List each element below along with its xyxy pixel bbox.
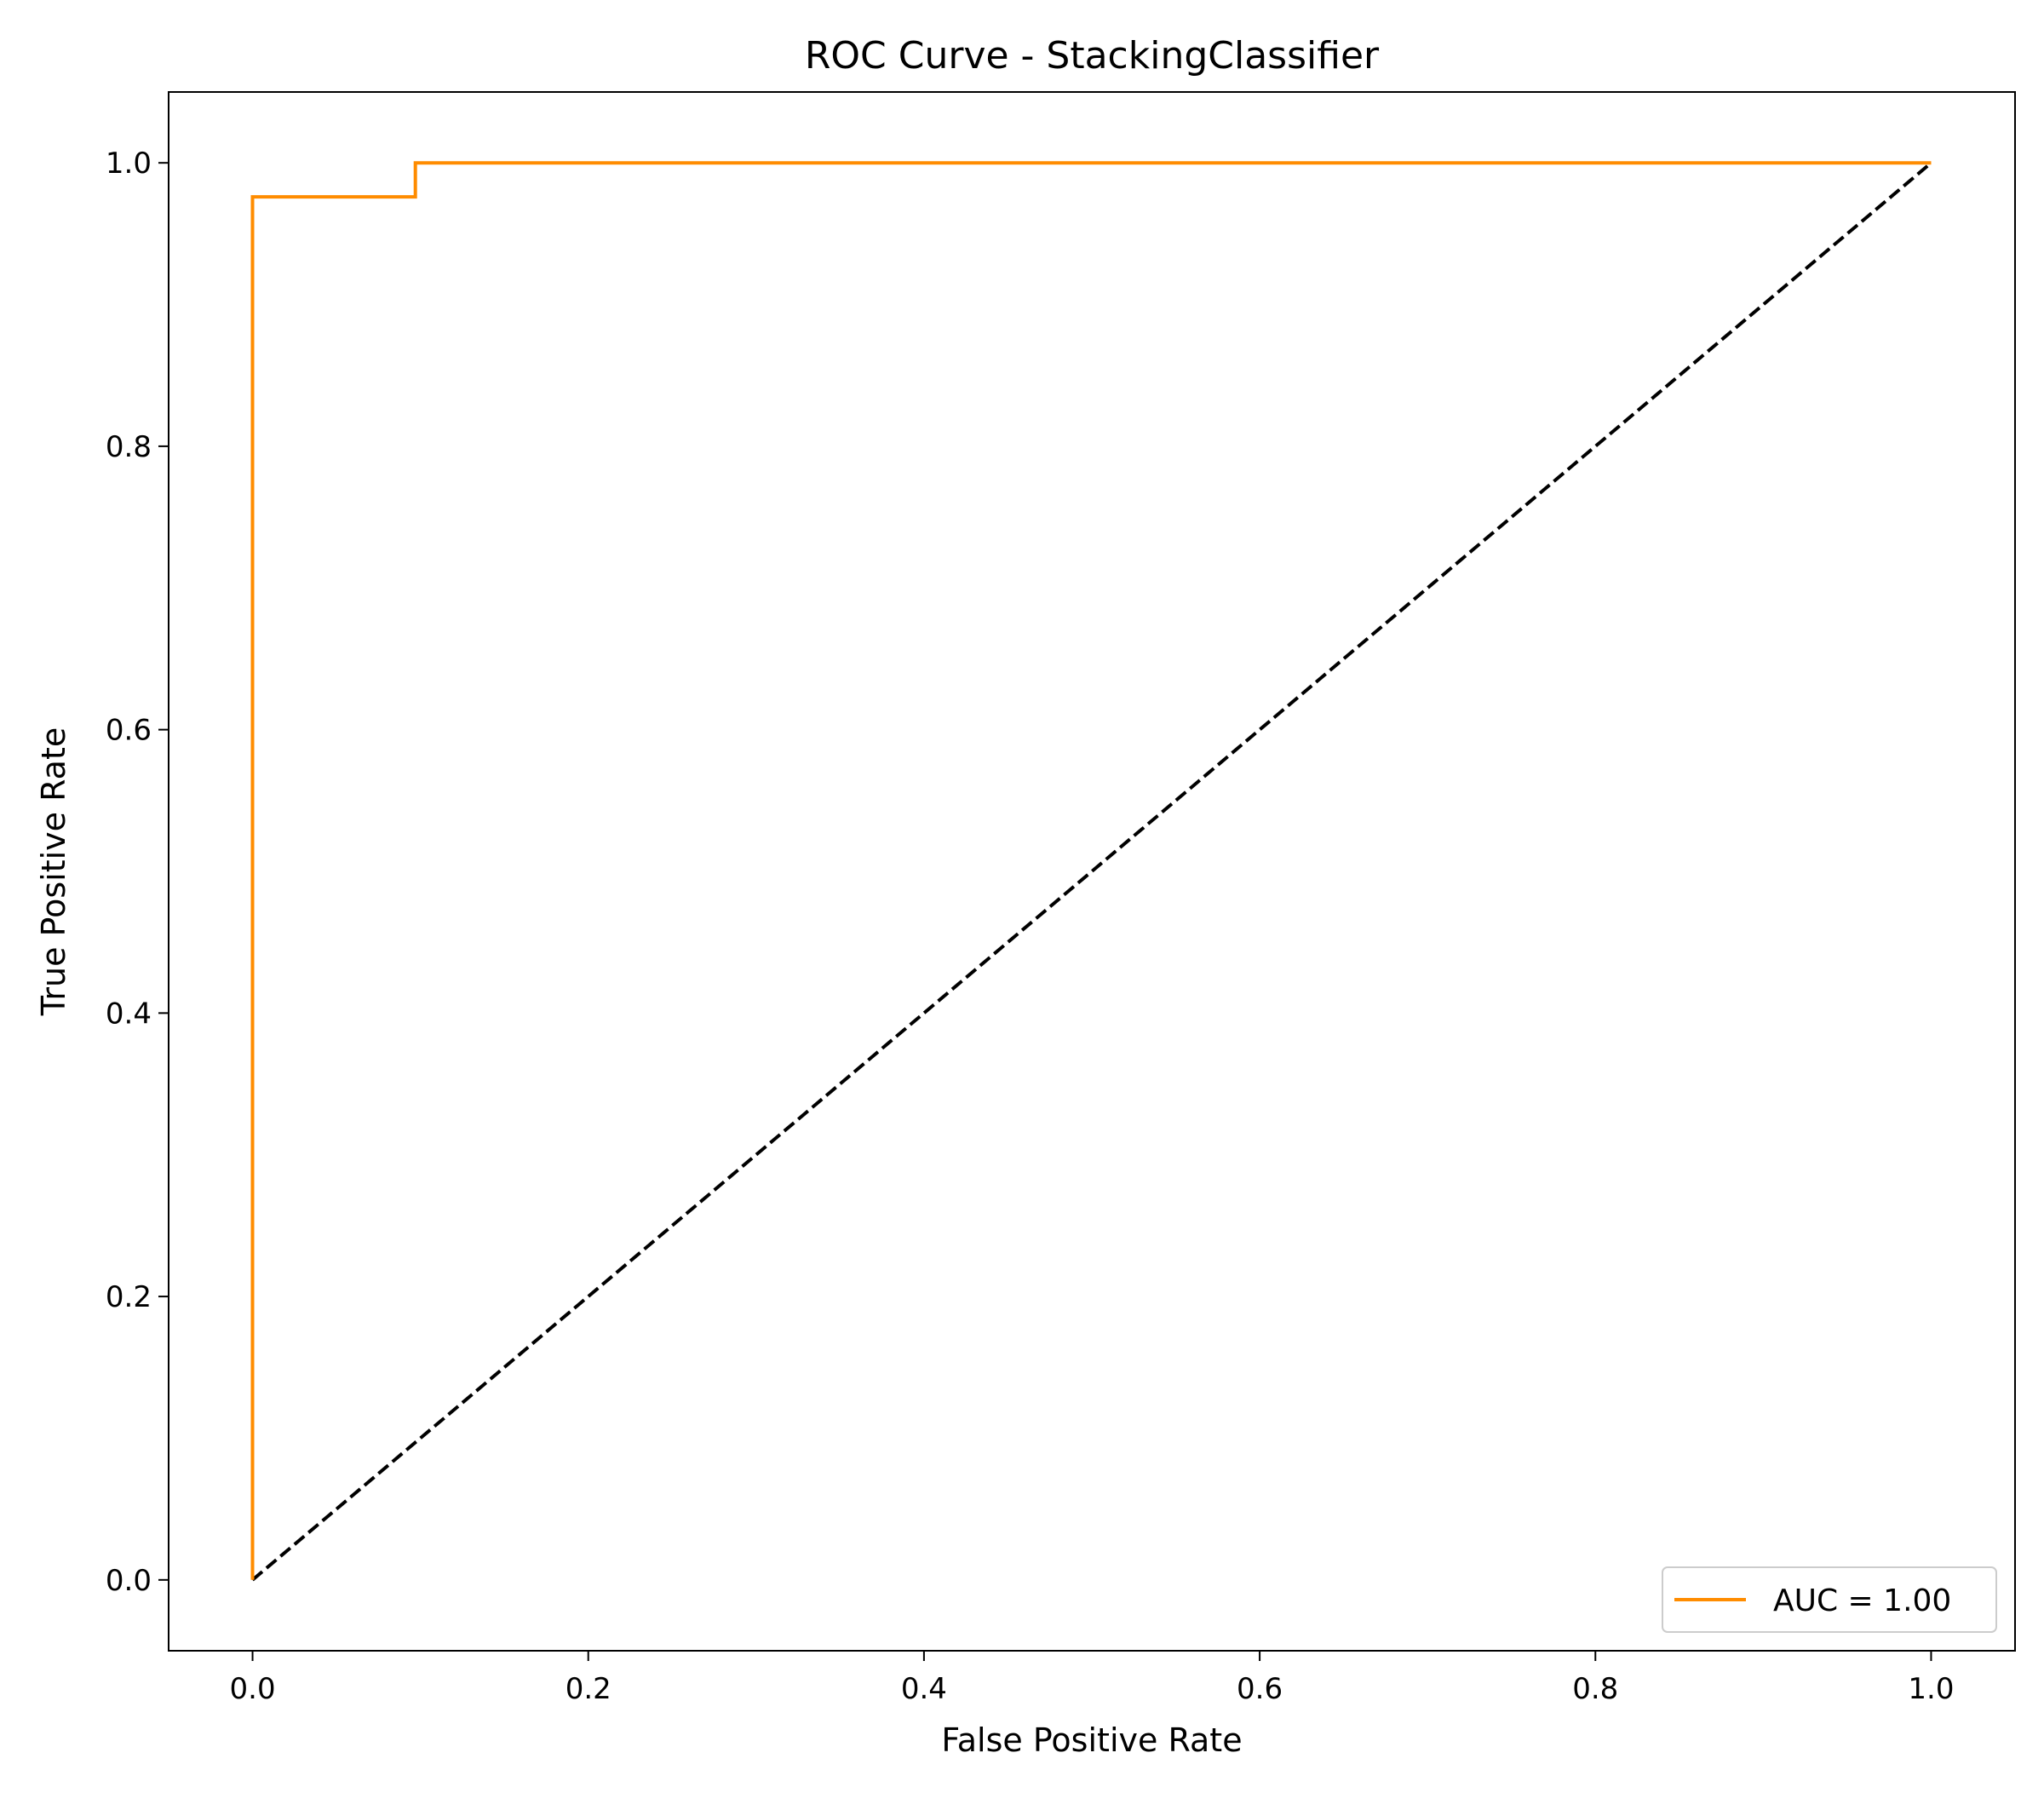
legend: AUC = 1.00 bbox=[1662, 1566, 1997, 1633]
y-tick-label-3: 0.6 bbox=[106, 714, 152, 748]
axes: 0.0 0.2 0.4 0.6 0.8 1.0 0.0 0.2 0.4 0.6 0.8 1.0 bbox=[106, 91, 2016, 1706]
legend-label-0: AUC = 1.00 bbox=[1773, 1583, 1951, 1618]
roc-curve-line-0 bbox=[250, 161, 1932, 1580]
x-tick-label-2: 0.4 bbox=[901, 1672, 947, 1706]
y-tick-label-0: 0.0 bbox=[106, 1564, 152, 1598]
x-axis-label: False Positive Rate bbox=[941, 1721, 1242, 1759]
x-tick-label-5: 1.0 bbox=[1908, 1672, 1954, 1706]
legend-box bbox=[1662, 1566, 1997, 1633]
x-tick-label-1: 0.2 bbox=[566, 1672, 611, 1706]
y-tick-label-5: 1.0 bbox=[106, 147, 152, 181]
axes-frame bbox=[168, 91, 2016, 1652]
chart-title: ROC Curve - StackingClassifier bbox=[805, 34, 1380, 78]
y-axis-label: True Positive Rate bbox=[35, 727, 72, 1017]
y-tick-label-2: 0.4 bbox=[106, 997, 152, 1031]
plot-area bbox=[250, 161, 1932, 1582]
x-tick-label-4: 0.8 bbox=[1572, 1672, 1618, 1706]
x-tick-label-0: 0.0 bbox=[230, 1672, 276, 1706]
y-tick-label-1: 0.2 bbox=[106, 1280, 152, 1314]
x-tick-label-3: 0.6 bbox=[1237, 1672, 1283, 1706]
y-tick-label-4: 0.8 bbox=[106, 430, 152, 464]
